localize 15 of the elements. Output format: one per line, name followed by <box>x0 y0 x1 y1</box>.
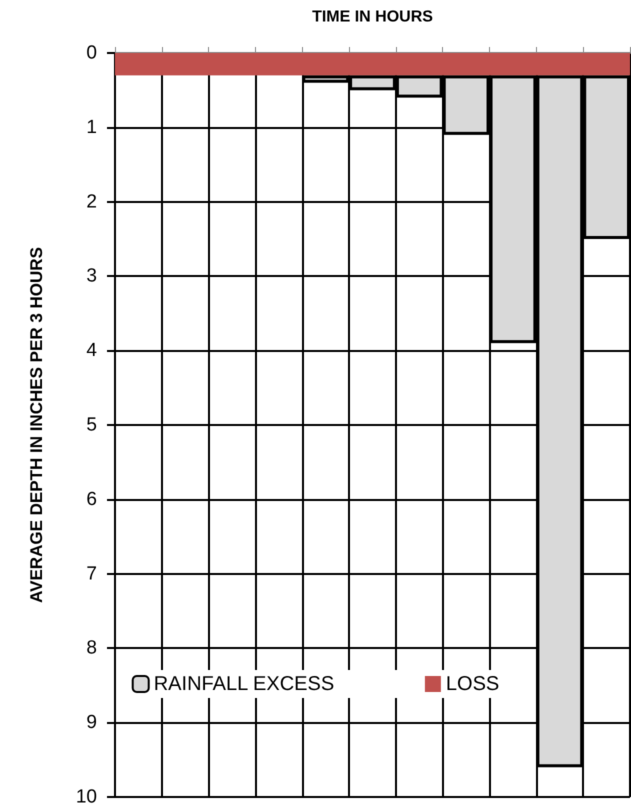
x-axis-title: TIME IN HOURS <box>312 8 434 26</box>
y-tick-label: 0 <box>86 42 97 64</box>
y-tick-label: 2 <box>86 191 97 212</box>
y-tick-label: 5 <box>86 414 97 436</box>
y-tick-label: 3 <box>86 266 97 287</box>
legend-label: LOSS <box>446 673 500 695</box>
y-tick-label: 8 <box>86 638 97 659</box>
legend-label: RAINFALL EXCESS <box>154 673 334 695</box>
y-tick-label: 4 <box>86 340 98 362</box>
y-tick-label: 6 <box>86 488 97 510</box>
y-tick-label: 9 <box>86 712 97 734</box>
y-tick-label: 7 <box>86 563 97 584</box>
y-tick-label: 1 <box>86 116 97 138</box>
y-tick-label: 10 <box>76 786 97 808</box>
y-axis-title: AVERAGE DEPTH IN INCHES PER 3 HOURS <box>27 247 46 603</box>
